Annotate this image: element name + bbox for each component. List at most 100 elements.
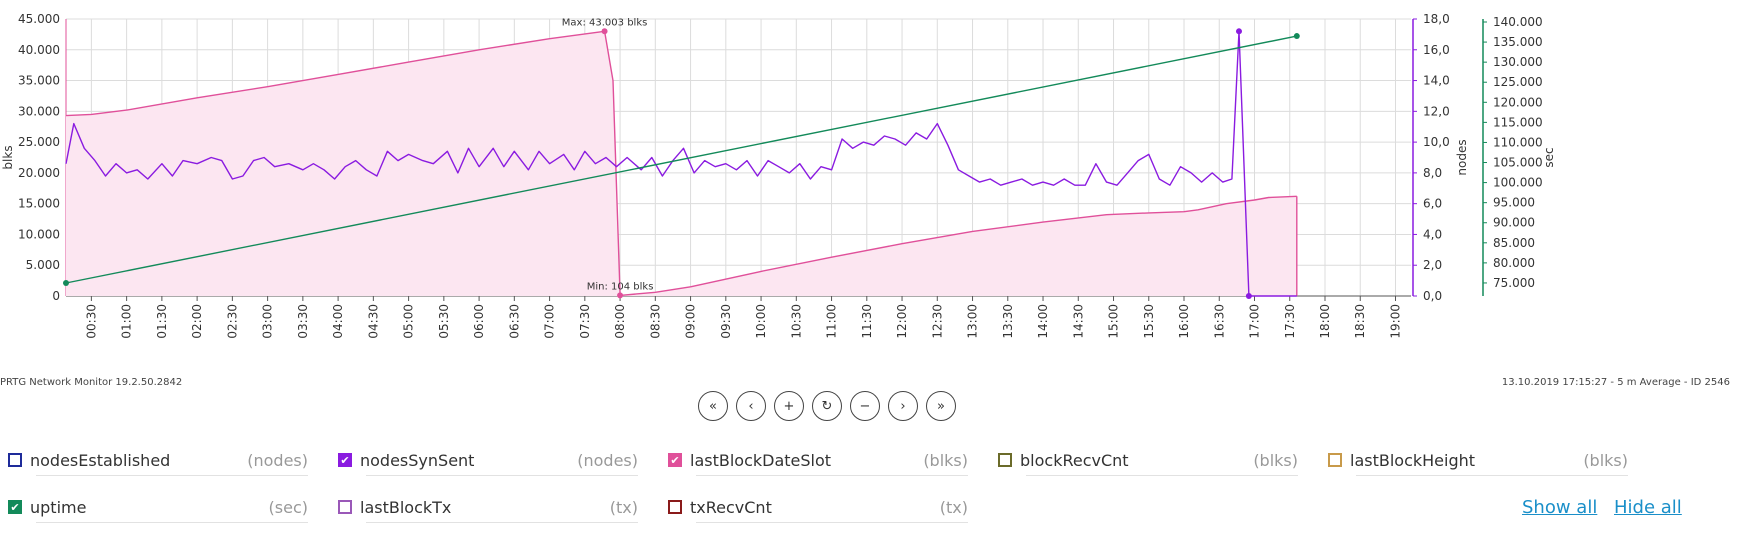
x-tick-label: 13:30: [1001, 304, 1015, 339]
first-page-button[interactable]: «: [698, 391, 728, 421]
y-tick-label-nodes: 16,0: [1423, 43, 1450, 57]
legend-checkbox[interactable]: ✔: [668, 453, 682, 467]
x-tick-label: 19:00: [1388, 304, 1402, 339]
zoom-in-button[interactable]: +: [774, 391, 804, 421]
x-tick-label: 16:00: [1177, 304, 1191, 339]
legend-item-lastblocktx[interactable]: lastBlockTx (tx): [338, 493, 638, 523]
legend-item-nodesestablished[interactable]: nodesEstablished (nodes): [8, 446, 308, 476]
legend-checkbox[interactable]: [8, 453, 22, 467]
x-tick-label: 17:30: [1283, 304, 1297, 339]
legend-unit: (blks): [923, 450, 968, 470]
legend-unit: (nodes): [247, 450, 308, 470]
y-tick-label-sec: 100.000: [1493, 176, 1543, 190]
y-tick-label-sec: 130.000: [1493, 55, 1543, 69]
x-tick-label: 05:30: [437, 304, 451, 339]
prev-page-button[interactable]: ‹: [736, 391, 766, 421]
y-tick-label-left: 25.000: [18, 135, 60, 149]
x-tick-label: 14:30: [1071, 304, 1085, 339]
y-tick-label-sec: 135.000: [1493, 35, 1543, 49]
x-tick-label: 05:00: [402, 304, 416, 339]
x-tick-label: 12:30: [930, 304, 944, 339]
y-tick-label-sec: 115.000: [1493, 115, 1543, 129]
legend-unit: (sec): [268, 497, 308, 517]
y-tick-label-left: 35.000: [18, 74, 60, 88]
legend-checkbox[interactable]: ✔: [338, 453, 352, 467]
y-tick-label-left: 5.000: [26, 258, 60, 272]
y-tick-label-nodes: 6,0: [1423, 197, 1442, 211]
y-tick-label-nodes: 2,0: [1423, 258, 1442, 272]
legend-unit: (tx): [939, 497, 968, 517]
legend: nodesEstablished (nodes) ✔ nodesSynSent …: [0, 440, 1742, 550]
legend-label: uptime: [30, 497, 87, 517]
y-axis-label-sec: sec: [1542, 147, 1556, 167]
x-tick-label: 15:30: [1142, 304, 1156, 339]
legend-item-lastblockheight[interactable]: lastBlockHeight (blks): [1328, 446, 1628, 476]
reset-button[interactable]: ↻: [812, 391, 842, 421]
chart: 0 5.000 10.000 15.000 20.000 25.000 30.000 35.0…: [1, 12, 1556, 339]
x-tick-label: 01:30: [155, 304, 169, 339]
x-tick-label: 16:30: [1212, 304, 1226, 339]
x-tick-label: 15:00: [1107, 304, 1121, 339]
legend-label: nodesEstablished: [30, 450, 171, 470]
x-tick-label: 18:00: [1318, 304, 1332, 339]
y-tick-label-nodes: 4,0: [1423, 227, 1442, 241]
legend-label: lastBlockHeight: [1350, 450, 1476, 470]
x-tick-label: 03:30: [296, 304, 310, 339]
legend-checkbox[interactable]: ✔: [8, 500, 22, 514]
x-tick-label: 08:30: [648, 304, 662, 339]
y-tick-label-nodes: 0,0: [1423, 289, 1442, 303]
y-tick-label-left: 40.000: [18, 43, 60, 57]
series-uptime-line: [65, 35, 1297, 284]
y-tick-label-sec: 120.000: [1493, 95, 1543, 109]
y-tick-label-sec: 110.000: [1493, 135, 1543, 149]
x-tick-label: 11:00: [825, 304, 839, 339]
y-tick-label-nodes: 18,0: [1423, 12, 1450, 26]
y-tick-label-sec: 125.000: [1493, 75, 1543, 89]
annotation-label: Max: 43.003 blks: [562, 17, 648, 28]
legend-item-nodessynsent[interactable]: ✔ nodesSynSent (nodes): [338, 446, 638, 476]
last-page-button[interactable]: »: [926, 391, 956, 421]
x-tick-label: 12:00: [895, 304, 909, 339]
annotation-label: Min: 104 blks: [587, 281, 654, 292]
y-tick-label-sec: 105.000: [1493, 156, 1543, 170]
chart-navigation: « ‹ + ↻ − › »: [698, 391, 956, 421]
hide-all-link[interactable]: Hide all: [1614, 497, 1682, 518]
y-tick-label-left: 45.000: [18, 12, 60, 26]
legend-item-uptime[interactable]: ✔ uptime (sec): [8, 493, 308, 523]
series-lastblockdateslot-line: [65, 30, 1297, 297]
y-tick-label-left: 20.000: [18, 166, 60, 180]
x-tick-label: 03:00: [261, 304, 275, 339]
x-tick-label: 10:30: [789, 304, 803, 339]
legend-item-lastblockdateslot[interactable]: ✔ lastBlockDateSlot (blks): [668, 446, 968, 476]
legend-label: nodesSynSent: [360, 450, 475, 470]
x-tick-label: 06:00: [472, 304, 486, 339]
zoom-out-button[interactable]: −: [850, 391, 880, 421]
nodessynsent-max-marker: [1235, 28, 1242, 35]
x-tick-label: 10:00: [754, 304, 768, 339]
legend-checkbox[interactable]: [1328, 453, 1342, 467]
legend-item-txrecvcnt[interactable]: txRecvCnt (tx): [668, 493, 968, 523]
x-tick-label: 01:00: [120, 304, 134, 339]
y-tick-label-sec: 95.000: [1493, 196, 1535, 210]
legend-checkbox[interactable]: [338, 500, 352, 514]
y-tick-label-sec: 80.000: [1493, 256, 1535, 270]
legend-item-blockrecvcnt[interactable]: blockRecvCnt (blks): [998, 446, 1298, 476]
next-page-button[interactable]: ›: [888, 391, 918, 421]
x-tick-label: 04:30: [366, 304, 380, 339]
footer-timestamp: 13.10.2019 17:15:27 - 5 m Average - ID 2…: [1501, 377, 1730, 388]
legend-checkbox[interactable]: [998, 453, 1012, 467]
legend-checkbox[interactable]: [668, 500, 682, 514]
y-tick-label-sec: 140.000: [1493, 15, 1543, 29]
uptime-end-marker: [1293, 33, 1300, 40]
legend-unit: (blks): [1253, 450, 1298, 470]
series-nodessynsent-line: [65, 30, 1297, 297]
y-tick-label-nodes: 14,0: [1423, 74, 1450, 88]
x-tick-label: 11:30: [860, 304, 874, 339]
legend-label: lastBlockDateSlot: [690, 450, 832, 470]
y-axis-label-nodes: nodes: [1455, 139, 1469, 175]
nodessynsent-min-marker: [1245, 293, 1252, 299]
show-all-link[interactable]: Show all: [1522, 497, 1598, 518]
y-tick-label-sec: 85.000: [1493, 236, 1535, 250]
x-tick-label: 08:00: [613, 304, 627, 339]
y-tick-label-left: 15.000: [18, 197, 60, 211]
